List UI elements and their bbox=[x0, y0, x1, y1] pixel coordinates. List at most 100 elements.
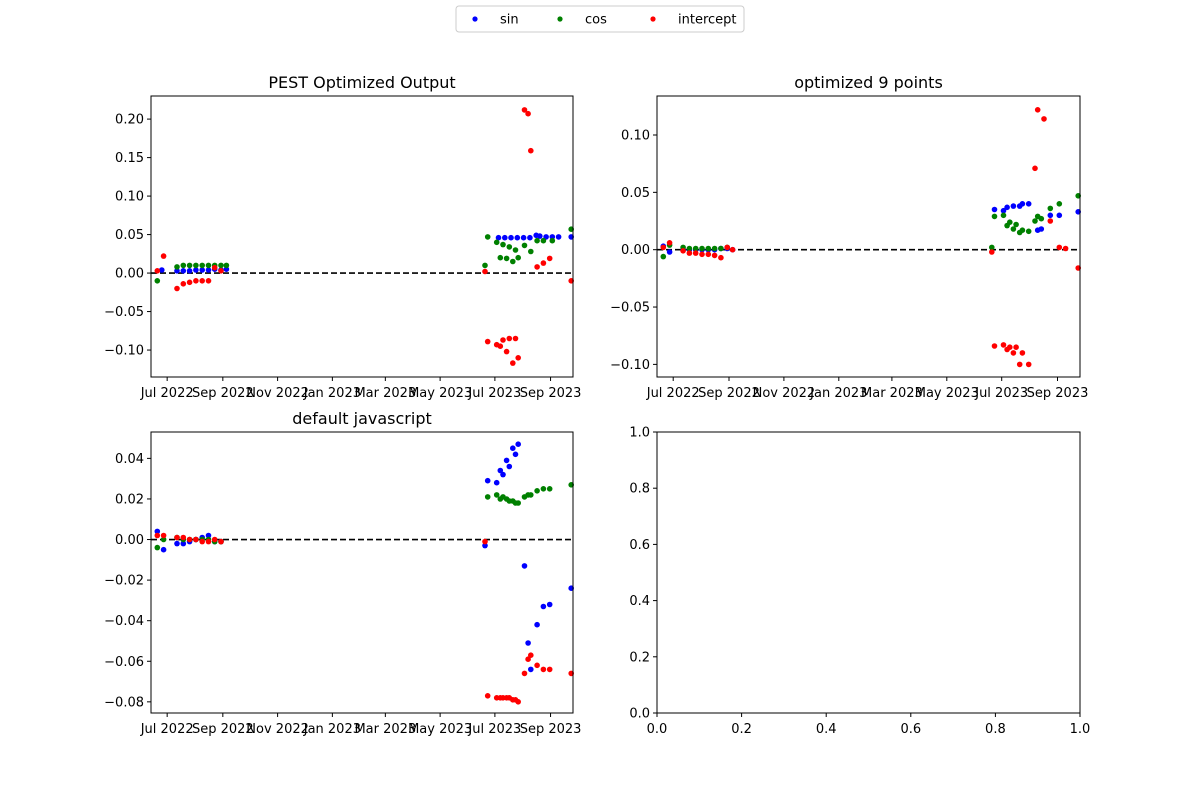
point-intercept bbox=[510, 360, 516, 366]
point-sin bbox=[1038, 226, 1045, 232]
x-tick-label: Jan 2023 bbox=[809, 386, 867, 401]
point-intercept bbox=[211, 536, 218, 543]
point-intercept bbox=[1010, 350, 1017, 356]
point-cos bbox=[528, 248, 534, 255]
y-tick-label: 0.10 bbox=[621, 128, 650, 143]
x-tick-label: Jan 2023 bbox=[303, 386, 361, 401]
point-cos bbox=[699, 245, 705, 252]
point-intercept bbox=[154, 268, 161, 274]
point-cos bbox=[540, 486, 547, 492]
point-intercept bbox=[1019, 350, 1026, 356]
point-sin bbox=[514, 234, 521, 241]
y-tick-label: −0.06 bbox=[104, 655, 144, 670]
point-sin bbox=[546, 601, 553, 608]
point-sin bbox=[484, 477, 491, 484]
point-intercept bbox=[1007, 344, 1013, 351]
point-cos bbox=[515, 254, 521, 261]
point-intercept bbox=[186, 536, 193, 543]
point-intercept bbox=[718, 254, 724, 261]
x-tick-label: Jul 2022 bbox=[140, 386, 194, 401]
point-sin bbox=[1025, 201, 1032, 207]
point-cos bbox=[510, 258, 516, 265]
point-cos bbox=[174, 264, 180, 270]
series-intercept bbox=[660, 107, 1081, 368]
x-tick-label: May 2023 bbox=[408, 386, 472, 401]
x-tick-label: Mar 2023 bbox=[354, 386, 416, 401]
point-intercept bbox=[534, 264, 540, 270]
point-intercept bbox=[991, 343, 998, 349]
y-tick-label: −0.02 bbox=[104, 574, 144, 589]
point-intercept bbox=[692, 250, 699, 256]
point-intercept bbox=[546, 666, 553, 673]
point-cos bbox=[991, 213, 998, 220]
point-sin bbox=[515, 441, 521, 448]
subplot-3: default javascript 0.04 0.02 0.00 −0.02 −0.04… bbox=[104, 409, 581, 737]
point-sin bbox=[205, 267, 212, 273]
point-intercept bbox=[482, 268, 488, 275]
point-sin bbox=[527, 234, 533, 241]
x-tick-label: Sep 2022 bbox=[192, 386, 254, 401]
point-cos bbox=[484, 234, 491, 240]
point-sin bbox=[520, 234, 527, 241]
point-intercept bbox=[180, 534, 187, 541]
x-tick-label: Mar 2023 bbox=[861, 386, 923, 401]
point-sin bbox=[1010, 203, 1017, 209]
legend-marker-sin bbox=[472, 16, 478, 22]
subplot-title: PEST Optimized Output bbox=[268, 73, 455, 92]
y-tick-label: 0.02 bbox=[115, 492, 144, 507]
point-cos bbox=[1019, 227, 1026, 233]
point-cos bbox=[534, 237, 540, 244]
point-cos bbox=[205, 262, 212, 269]
point-cos bbox=[484, 494, 491, 500]
y-tick-label: 1.0 bbox=[629, 426, 650, 441]
point-cos bbox=[692, 245, 699, 252]
point-cos bbox=[540, 237, 547, 244]
point-cos bbox=[218, 262, 224, 269]
point-sin bbox=[174, 540, 180, 547]
point-intercept bbox=[174, 285, 180, 292]
x-tick-label: 0.8 bbox=[985, 722, 1006, 737]
point-intercept bbox=[186, 279, 193, 286]
point-sin bbox=[537, 233, 543, 239]
point-intercept bbox=[660, 244, 667, 251]
y-tick-label: −0.04 bbox=[104, 614, 144, 629]
y-tick-label: −0.10 bbox=[610, 358, 650, 373]
point-intercept bbox=[484, 338, 491, 345]
point-intercept bbox=[521, 670, 528, 677]
point-cos bbox=[989, 244, 995, 251]
point-cos bbox=[497, 254, 504, 261]
point-sin bbox=[174, 268, 180, 274]
subplot-1: PEST Optimized Output 0.20 0.15 0.10 0.05 0.0… bbox=[104, 73, 581, 401]
y-tick-label: 0.8 bbox=[629, 482, 650, 497]
point-intercept bbox=[160, 253, 167, 259]
point-intercept bbox=[205, 278, 212, 284]
x-tick-label: 1.0 bbox=[1070, 722, 1091, 737]
subplot-title: default javascript bbox=[292, 409, 432, 428]
point-sin bbox=[1019, 201, 1026, 207]
x-tick-label: Nov 2022 bbox=[246, 386, 309, 401]
point-cos bbox=[521, 242, 528, 249]
point-cos bbox=[180, 262, 187, 269]
point-cos bbox=[711, 245, 718, 252]
point-intercept bbox=[699, 251, 705, 258]
series-intercept bbox=[154, 532, 574, 705]
point-sin bbox=[180, 540, 187, 547]
point-intercept bbox=[705, 251, 712, 258]
point-intercept bbox=[540, 666, 547, 673]
point-intercept bbox=[1013, 344, 1019, 351]
point-intercept bbox=[540, 260, 547, 266]
point-sin bbox=[154, 528, 161, 535]
point-cos bbox=[686, 245, 693, 252]
x-tick-label: Sep 2023 bbox=[520, 386, 582, 401]
point-sin bbox=[186, 268, 193, 274]
x-tick-label: Sep 2022 bbox=[192, 722, 254, 737]
point-intercept bbox=[666, 240, 673, 246]
x-tick-label: Nov 2022 bbox=[246, 722, 309, 737]
point-intercept bbox=[199, 538, 205, 545]
point-cos bbox=[1007, 219, 1013, 225]
point-intercept bbox=[503, 348, 510, 355]
y-tick-label: 0.20 bbox=[115, 113, 144, 128]
x-tick-label: Jul 2023 bbox=[974, 386, 1028, 401]
y-tick-label: −0.08 bbox=[104, 695, 144, 710]
